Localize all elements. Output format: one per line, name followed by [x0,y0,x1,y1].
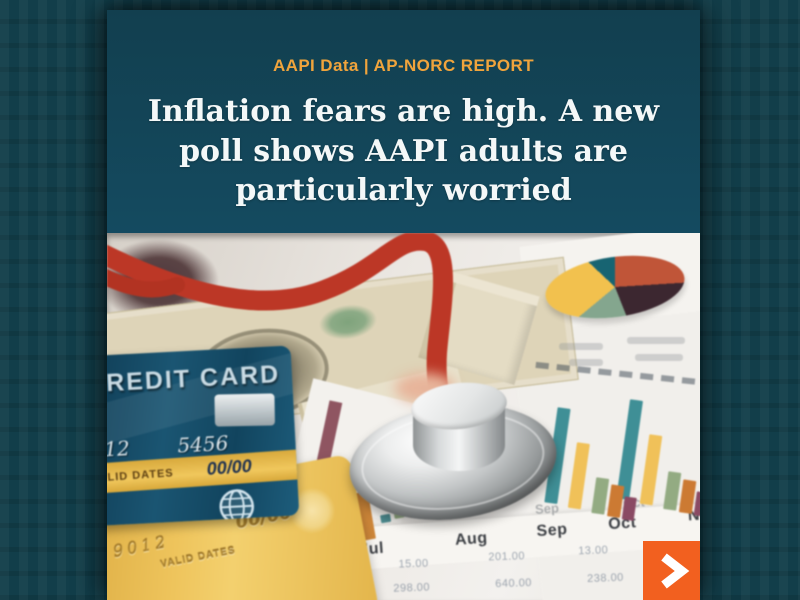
page-title: Inflation fears are high. A new poll sho… [147,94,660,209]
paper-text-smudge [627,337,685,344]
report-card: AAPI Data | AP-NORC REPORT Inflation fea… [107,10,700,600]
next-button[interactable] [643,541,700,600]
chevron-right-icon [660,552,689,589]
photo-blur-layer: Jul Aug Sep Oct Nov Sep Oct 15.00 201.00… [107,233,700,600]
paper-text-smudge [635,354,683,361]
collage-photo: Jul Aug Sep Oct Nov Sep Oct 15.00 201.00… [107,233,700,600]
eyebrow-label: AAPI Data | AP-NORC REPORT [272,56,535,75]
stethoscope-tube [107,233,457,427]
paper-text-smudge [559,343,603,350]
paper-text-smudge [569,359,603,366]
